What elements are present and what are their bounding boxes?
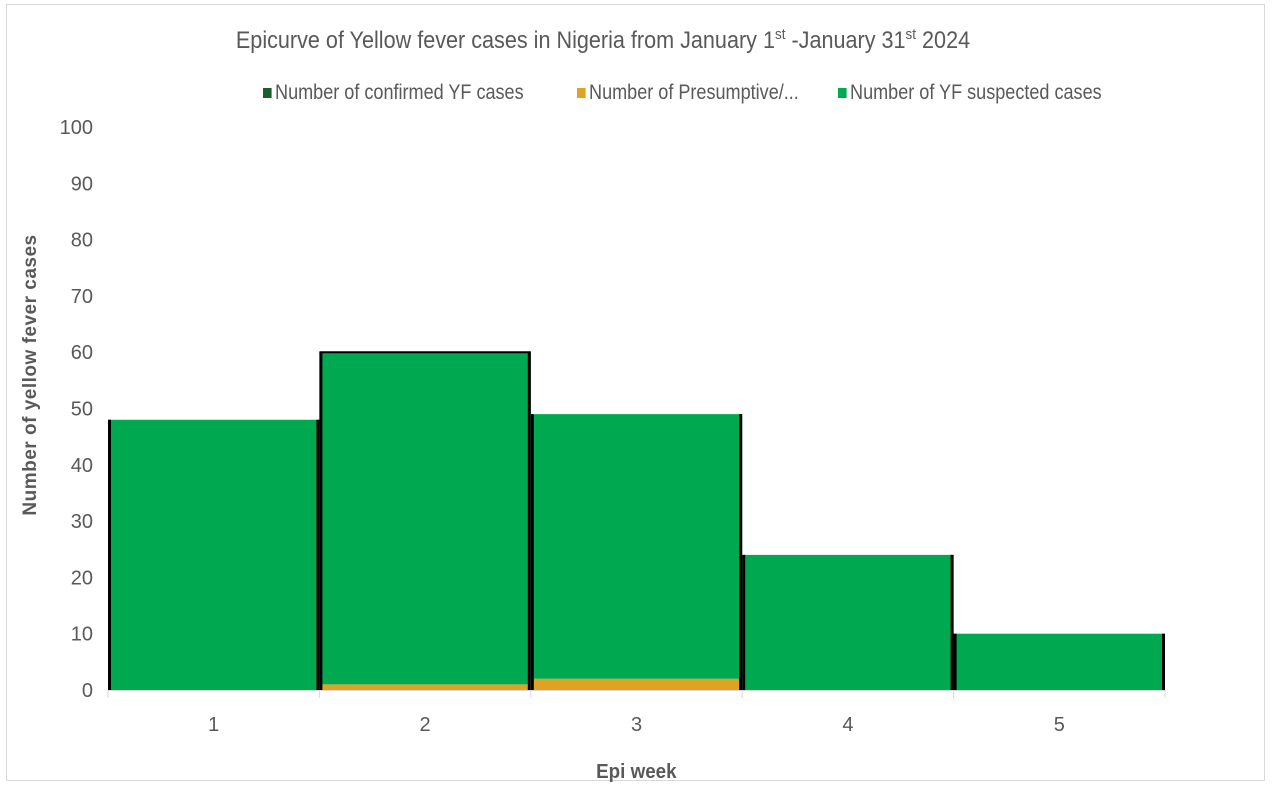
- legend-swatch-presumptive: [577, 88, 586, 98]
- legend-label-suspected: Number of YF suspected cases: [850, 81, 1102, 104]
- legend-swatch-confirmed: [263, 88, 272, 98]
- x-tick-label: 5: [1054, 714, 1065, 736]
- legend-label-confirmed: Number of confirmed YF cases: [275, 81, 524, 104]
- title-superscript: st: [774, 26, 786, 43]
- y-tick-label: 50: [71, 399, 93, 421]
- x-tick-label: 1: [208, 714, 219, 736]
- legend-item-presumptive[interactable]: Number of Presumptive/...: [577, 81, 799, 105]
- y-tick-label: 0: [82, 680, 93, 702]
- bar-segment-suspected: [742, 554, 954, 690]
- legend-item-suspected[interactable]: Number of YF suspected cases: [838, 81, 1102, 105]
- chart-title: Epicurve of Yellow fever cases in Nigeri…: [0, 26, 1206, 55]
- y-tick-label: 100: [60, 117, 93, 139]
- title-part: Epicurve of Yellow fever cases in Nigeri…: [235, 27, 775, 54]
- bar-segment-suspected: [108, 419, 320, 690]
- bar-segment-presumptive: [319, 684, 531, 690]
- bar-segment-presumptive: [530, 678, 743, 690]
- chart-legend: Number of confirmed YF cases Number of P…: [0, 81, 1272, 105]
- y-tick-label: 10: [71, 624, 93, 646]
- title-part: -January 31: [785, 27, 906, 54]
- legend-swatch-suspected: [838, 88, 847, 98]
- bar-segment-suspected: [319, 352, 531, 685]
- x-tick-label: 4: [842, 714, 853, 736]
- title-part: 2024: [916, 27, 971, 54]
- y-tick-label: 70: [71, 286, 93, 308]
- x-axis-title: Epi week: [596, 761, 677, 783]
- legend-item-confirmed[interactable]: Number of confirmed YF cases: [263, 81, 524, 105]
- bar-segment-suspected: [953, 633, 1165, 690]
- y-tick-label: 60: [71, 342, 93, 364]
- y-tick-label: 20: [71, 567, 93, 589]
- legend-label-presumptive: Number of Presumptive/...: [589, 81, 799, 104]
- x-tick-label: 3: [631, 714, 642, 736]
- y-tick-label: 80: [71, 230, 93, 252]
- y-tick-label: 90: [71, 173, 93, 195]
- y-tick-label: 40: [71, 455, 93, 477]
- bar-segment-suspected: [530, 414, 743, 679]
- y-tick-label: 30: [71, 511, 93, 533]
- title-superscript: st: [905, 26, 917, 43]
- x-tick-label: 2: [420, 714, 431, 736]
